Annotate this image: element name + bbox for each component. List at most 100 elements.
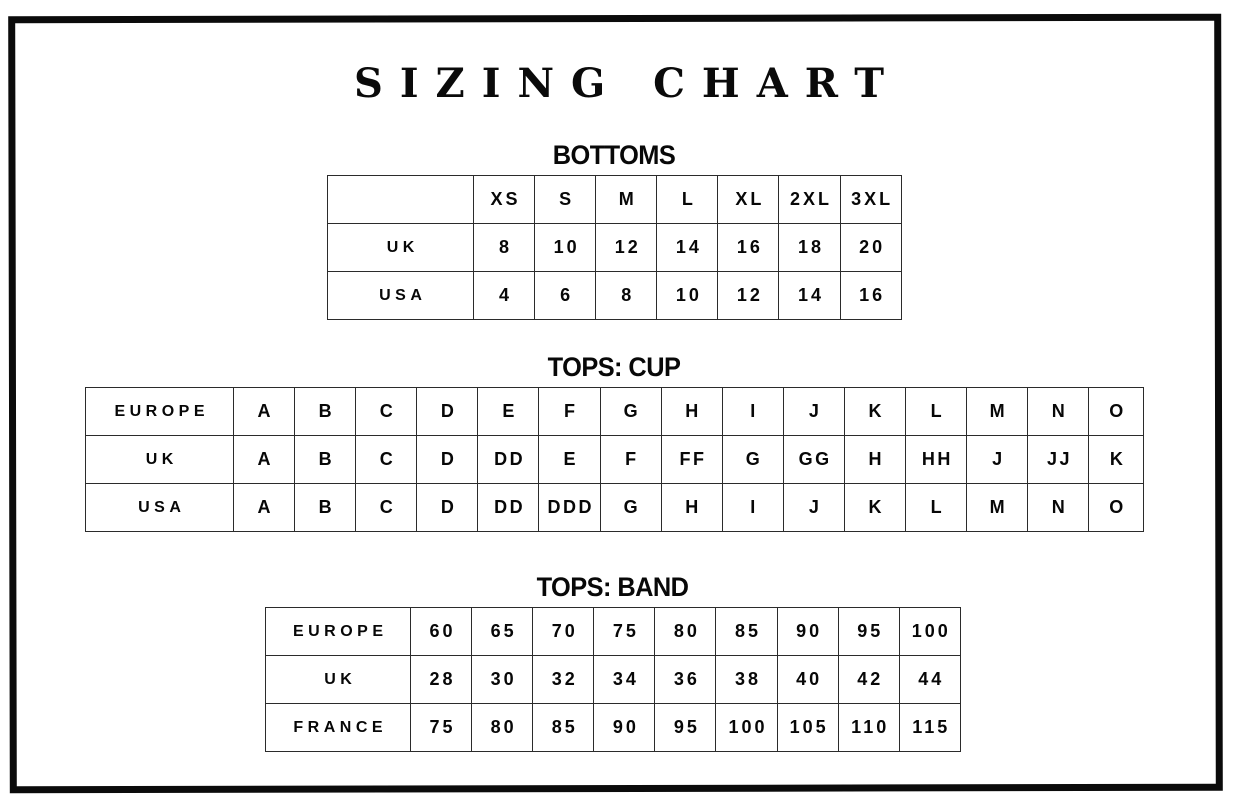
table-row-header: XS S M L XL 2XL 3XL [327,175,902,224]
cell-value: 16 [717,223,780,272]
cell-value: FF [660,435,723,484]
column-header-s: S [534,175,597,224]
cell-value: 105 [776,703,839,752]
table-row: UK 8 10 12 14 16 18 20 [327,223,902,272]
cell-value: B [294,483,357,532]
cell-value: 75 [409,703,473,752]
cell-value: L [905,483,968,532]
cell-value: 42 [837,655,900,704]
cell-value: E [477,387,540,436]
cell-value: 110 [837,703,900,752]
cell-value: 40 [776,655,839,704]
row-label-usa: USA [327,271,474,320]
cell-value: 85 [715,607,778,656]
page-title: SIZING CHART [353,60,902,107]
cell-value: 85 [532,703,595,752]
column-header-m: M [595,175,658,224]
cell-value: O [1088,483,1145,532]
cell-value: J [782,483,845,532]
table-row: USA A B C D DD DDD G H I J K L M N O [85,483,1145,532]
cell-value: 10 [534,223,597,272]
row-label-europe: EUROPE [85,387,234,436]
cell-value: 14 [656,223,719,272]
row-label-europe: EUROPE [265,607,411,656]
cell-value: 30 [471,655,534,704]
cell-value: GG [782,435,845,484]
column-header-3xl: 3XL [839,175,902,224]
section-bottoms: BOTTOMS XS S M L XL 2XL 3XL UK [327,140,902,320]
cell-value: 32 [532,655,595,704]
cell-value: D [416,387,479,436]
cell-value: 8 [472,223,536,272]
cell-value: 12 [595,223,658,272]
cell-value: A [232,387,296,436]
cell-value: A [232,435,296,484]
table-row: USA 4 6 8 10 12 14 16 [327,271,902,320]
cell-value: 65 [471,607,534,656]
cell-value: 44 [898,655,961,704]
column-header-l: L [656,175,719,224]
cell-value: DD [477,483,540,532]
cell-value: 38 [715,655,778,704]
cell-value: 95 [837,607,900,656]
cell-value: D [416,435,479,484]
cell-value: G [721,435,784,484]
cell-value: 80 [471,703,534,752]
cell-value: 18 [778,223,841,272]
cell-value: D [416,483,479,532]
cell-value: I [721,483,784,532]
section-tops-band: TOPS: BAND EUROPE 60 65 70 75 80 85 90 9… [265,572,961,752]
row-label-uk: UK [85,435,234,484]
cell-value: 12 [717,271,780,320]
tops-band-size-table: EUROPE 60 65 70 75 80 85 90 95 100 UK 28… [265,607,961,752]
cell-value: 16 [839,271,902,320]
cell-value: O [1088,387,1145,436]
section-heading-tops-band: TOPS: BAND [536,572,689,602]
cell-value: H [660,387,723,436]
cell-value: 115 [898,703,961,752]
bottoms-size-table: XS S M L XL 2XL 3XL UK 8 10 12 14 16 18 … [327,175,902,320]
table-row: FRANCE 75 80 85 90 95 100 105 110 115 [265,703,961,752]
cell-value: 6 [534,271,597,320]
cell-value: 14 [778,271,841,320]
cell-value: 4 [472,271,536,320]
cell-value: DDD [538,483,601,532]
column-header-xs: XS [472,175,536,224]
cell-value: G [599,387,662,436]
row-label-france: FRANCE [265,703,411,752]
cell-value: 80 [654,607,717,656]
cell-value: 8 [595,271,658,320]
cell-value: C [355,387,418,436]
cell-value: 95 [654,703,717,752]
row-label-uk: UK [265,655,411,704]
cell-value: 75 [593,607,656,656]
cell-value: B [294,387,357,436]
cell-value: K [1088,435,1145,484]
table-row: EUROPE A B C D E F G H I J K L M N O [85,387,1145,436]
cell-value: K [843,483,907,532]
cell-value: 34 [593,655,656,704]
cell-value: L [905,387,968,436]
cell-value: K [843,387,907,436]
table-row: UK A B C D DD E F FF G GG H HH J JJ K [85,435,1145,484]
cell-value: A [232,483,296,532]
section-heading-tops-cup: TOPS: CUP [547,352,681,382]
corner-cell [327,175,474,224]
cell-value: M [966,483,1029,532]
tops-cup-size-table: EUROPE A B C D E F G H I J K L M N O [85,387,1145,532]
cell-value: H [660,483,723,532]
cell-value: 36 [654,655,717,704]
column-header-xl: XL [717,175,780,224]
section-heading-bottoms: BOTTOMS [552,140,676,170]
cell-value: 90 [593,703,656,752]
column-header-2xl: 2XL [778,175,841,224]
cell-value: N [1027,483,1090,532]
cell-value: 90 [776,607,839,656]
cell-value: I [721,387,784,436]
cell-value: 60 [409,607,473,656]
cell-value: HH [905,435,968,484]
cell-value: DD [477,435,540,484]
cell-value: F [538,387,601,436]
table-row: UK 28 30 32 34 36 38 40 42 44 [265,655,961,704]
